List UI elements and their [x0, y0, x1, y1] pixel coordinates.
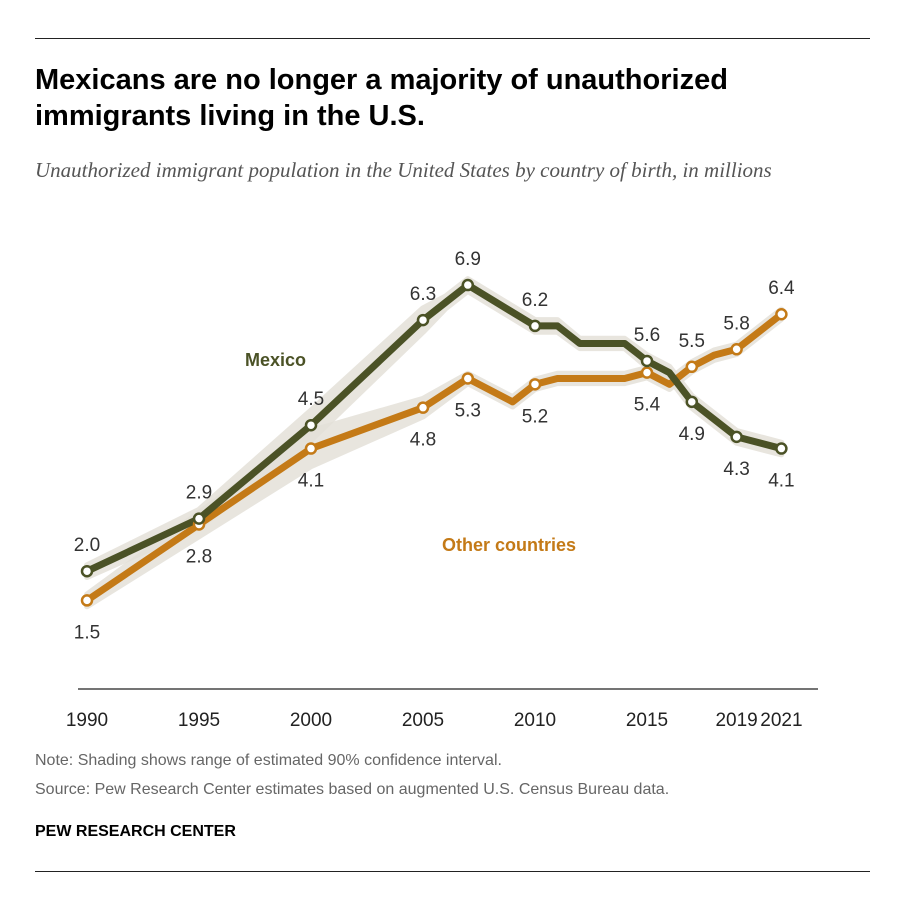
note: Note: Shading shows range of estimated 9…	[35, 752, 502, 769]
x-tick-label: 2005	[402, 710, 444, 731]
legend-other-countries: Other countries	[442, 535, 576, 555]
data-label: 4.1	[298, 471, 324, 492]
data-label: 6.3	[410, 284, 436, 305]
data-point	[640, 366, 654, 379]
series-line-mexico	[83, 281, 785, 575]
data-point	[304, 442, 318, 455]
x-tick-label: 2019	[715, 710, 757, 731]
data-point	[192, 512, 206, 525]
data-label: 2.8	[186, 546, 212, 567]
data-label: 2.0	[74, 535, 100, 556]
data-label: 1.5	[74, 622, 100, 643]
data-label: 6.9	[455, 249, 481, 270]
legend-mexico: Mexico	[245, 350, 306, 370]
data-label: 5.3	[455, 400, 481, 421]
chart-subtitle: Unauthorized immigrant population in the…	[35, 158, 772, 182]
data-label: 5.2	[522, 406, 548, 427]
data-point	[304, 418, 318, 432]
x-tick-label: 2021	[760, 710, 802, 731]
data-label: 4.3	[723, 459, 749, 480]
series-line-other-countries	[83, 310, 785, 604]
data-point	[775, 307, 788, 321]
data-point	[80, 594, 94, 607]
data-point	[775, 442, 788, 455]
data-label: 2.9	[186, 483, 212, 504]
brand: PEW RESEARCH CENTER	[35, 823, 236, 840]
data-label: 4.8	[410, 430, 436, 451]
data-point	[416, 313, 430, 327]
data-point	[685, 395, 699, 409]
data-point	[685, 360, 699, 374]
x-tick-label: 2000	[290, 710, 332, 731]
line-chart: 1990 1995 2000 2005 2010 2015 2019 2021 1.5 2.8 4.…	[66, 249, 818, 731]
data-label: 4.5	[298, 389, 324, 410]
data-point	[461, 278, 475, 292]
data-label: 5.4	[634, 395, 661, 416]
data-point	[528, 319, 542, 333]
data-label: 4.1	[768, 471, 794, 492]
data-point	[461, 372, 475, 385]
chart-title: Mexicans are no longer a majority of una…	[35, 64, 728, 132]
source: Source: Pew Research Center estimates ba…	[35, 781, 670, 798]
top-rule	[35, 38, 870, 39]
data-label: 5.6	[634, 325, 660, 346]
x-tick-label: 2010	[514, 710, 556, 731]
data-point	[640, 354, 654, 368]
x-tick-label: 1995	[178, 710, 220, 731]
data-point	[730, 430, 743, 444]
data-label: 4.9	[679, 424, 705, 445]
bottom-rule	[35, 871, 870, 872]
data-point	[730, 343, 743, 356]
data-point	[528, 378, 542, 391]
data-point	[80, 564, 94, 578]
data-label: 5.5	[679, 331, 705, 352]
x-tick-label: 2015	[626, 710, 668, 731]
data-label: 5.8	[723, 313, 749, 334]
data-label: 6.2	[522, 290, 548, 311]
data-point	[416, 401, 430, 414]
x-tick-label: 1990	[66, 710, 108, 731]
data-label: 6.4	[768, 278, 795, 299]
